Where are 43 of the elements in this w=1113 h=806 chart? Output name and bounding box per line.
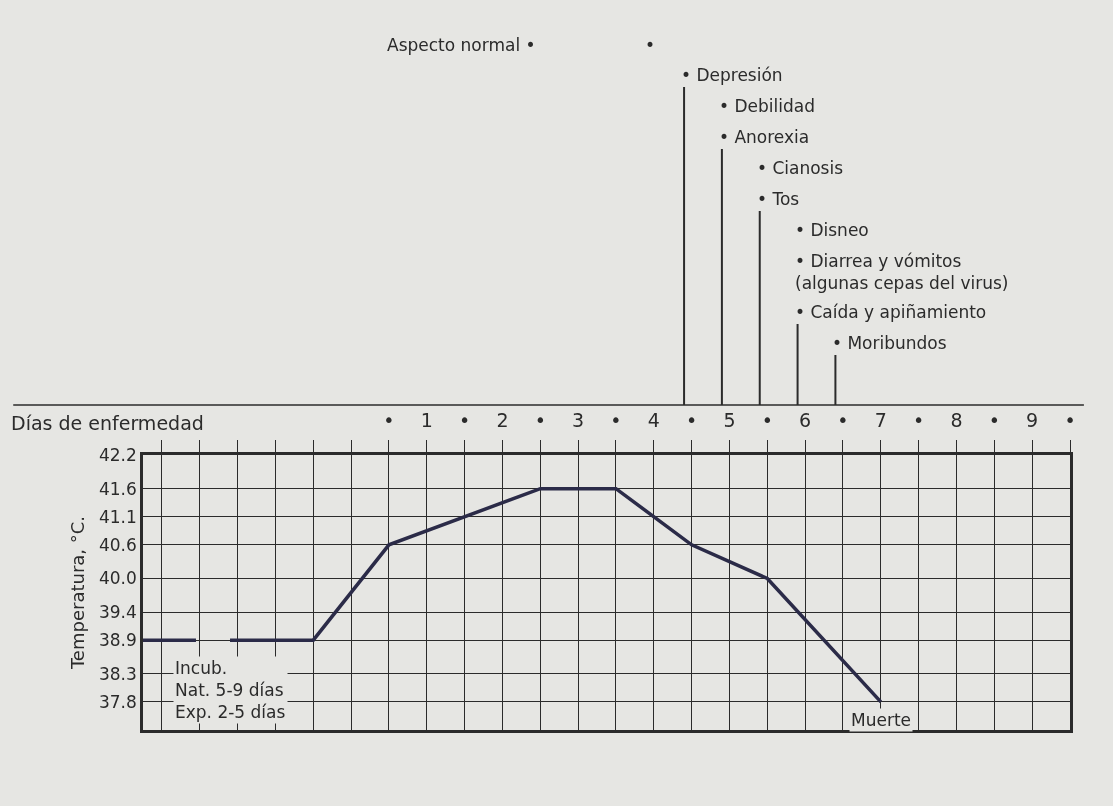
x-tick-label: • xyxy=(459,408,471,431)
y-tick-label: 41.6 xyxy=(98,478,137,499)
x-tick-label: 2 xyxy=(496,408,509,431)
text: • xyxy=(645,35,656,55)
x-tick-label: 9 xyxy=(1026,408,1039,431)
text: • Debilidad xyxy=(719,96,815,116)
x-tick-label: • xyxy=(837,408,849,431)
y-tick-label: 38.3 xyxy=(98,663,137,684)
x-tick-label: 4 xyxy=(647,408,660,431)
x-tick-label: 5 xyxy=(723,408,736,431)
x-tick-label: 6 xyxy=(799,408,812,431)
y-tick-label: 39.4 xyxy=(98,602,137,623)
x-tick-label: 8 xyxy=(950,408,963,431)
text: Aspecto normal • xyxy=(387,35,536,55)
text: • Tos xyxy=(757,189,800,209)
x-tick-label: • xyxy=(610,408,622,431)
y-tick-label: 37.8 xyxy=(98,691,137,712)
text: • Anorexia xyxy=(719,127,810,147)
x-tick-label: • xyxy=(1064,408,1076,431)
text: • Caída y apiñamiento xyxy=(795,302,987,322)
text: • Diarrea y vómitos (algunas cepas del virus) xyxy=(795,251,1009,294)
text: • Disneo xyxy=(795,220,869,240)
y-tick-label: 41.1 xyxy=(98,506,137,527)
x-tick-label: 1 xyxy=(420,408,433,431)
x-tick-label: • xyxy=(686,408,698,431)
x-tick-label: 7 xyxy=(874,408,887,431)
y-tick-label: 40.6 xyxy=(98,534,137,555)
y-tick-label: 38.9 xyxy=(98,630,137,651)
text: • Moribundos xyxy=(832,333,947,353)
x-tick-label: 3 xyxy=(572,408,585,431)
y-tick-label: 40.0 xyxy=(98,568,137,589)
annotation: Incub. Nat. 5-9 días Exp. 2-5 días xyxy=(175,658,286,723)
annotation: Muerte xyxy=(851,710,912,730)
x-axis-title: Días de enfermedad xyxy=(11,412,204,434)
x-tick-label: • xyxy=(988,408,1000,431)
y-axis-title: Temperatura, °C. xyxy=(67,515,89,671)
x-tick-label: • xyxy=(534,408,546,431)
x-tick-label: • xyxy=(383,408,395,431)
y-tick-label: 42.2 xyxy=(98,444,137,465)
x-tick-label: • xyxy=(913,408,925,431)
x-tick-label: • xyxy=(761,408,773,431)
text: • Cianosis xyxy=(757,158,844,178)
text: • Depresión xyxy=(681,65,783,85)
